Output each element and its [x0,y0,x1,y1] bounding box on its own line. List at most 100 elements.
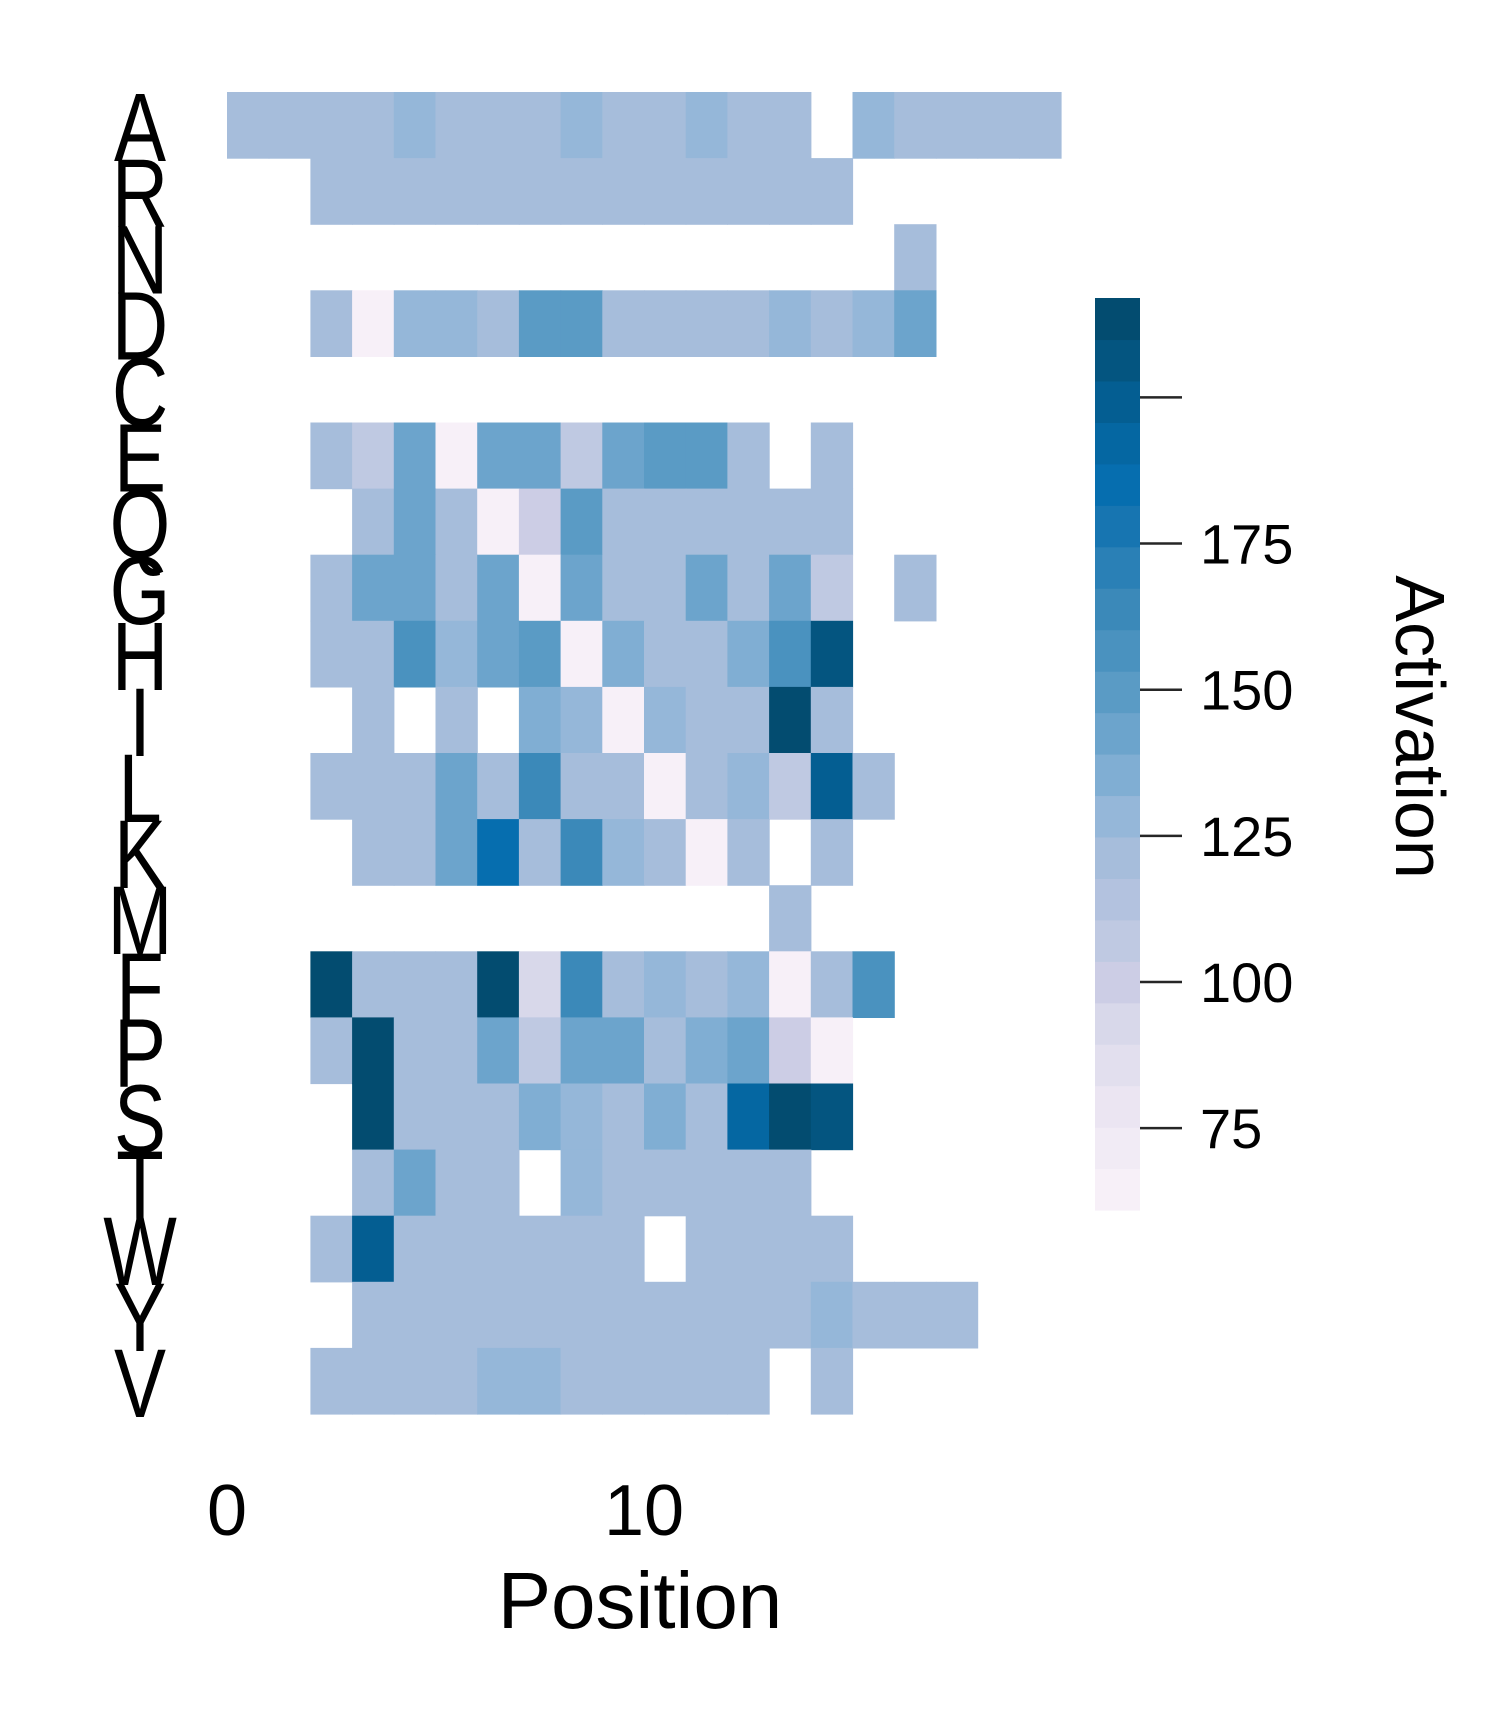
heatmap-cell-r-3 [352,158,395,225]
heatmap-cell-a-6 [477,92,520,159]
heatmap-cell-d-3 [352,290,395,357]
heatmap-cell-w-7 [518,1215,562,1283]
heatmap-cell-e-8 [560,422,603,490]
heatmap-cell-l-15 [852,753,895,820]
heatmap-cell-r-2 [310,158,353,225]
heatmap-cell-s-5 [435,1083,478,1151]
heatmap-cell-d-2 [310,290,353,357]
colorbar-segment [1095,1044,1140,1087]
heatmap-cell-h-10 [644,620,687,688]
heatmap-cell-y-16 [894,1281,937,1349]
heatmap-cell-q-10 [644,488,687,556]
heatmap-cell-a-18 [977,92,1020,159]
heatmap-cell-h-5 [435,620,478,688]
heatmap-cell-g-14 [810,554,854,622]
heatmap-cell-s-8 [560,1083,603,1151]
heatmap-cell-k-5 [435,819,478,886]
heatmap-cell-h-14 [810,620,854,688]
heatmap-cell-r-12 [727,158,770,225]
heatmap-cell-s-14 [810,1083,854,1151]
heatmap-cell-d-16 [894,290,937,357]
colorbar-segment [1095,463,1140,506]
heatmap-cell-w-6 [477,1215,520,1283]
heatmap-cell-a-5 [435,92,478,159]
heatmap-cell-a-10 [644,92,687,159]
heatmap-cell-v-14 [810,1347,854,1415]
heatmap-cell-d-14 [810,290,854,357]
heatmap-cell-e-4 [393,422,437,490]
heatmap-cell-p-9 [602,1017,645,1085]
heatmap-cell-p-2 [310,1017,353,1085]
heatmap-cell-h-2 [310,620,353,688]
heatmap-cell-e-2 [310,422,353,490]
heatmap-cell-r-4 [393,158,437,225]
colorbar-segment [1095,339,1140,382]
heatmap-cell-t-6 [477,1149,520,1217]
heatmap-cell-d-13 [769,290,812,357]
row-label-w: W [103,1196,177,1305]
heatmap-cell-g-10 [644,554,687,622]
heatmap-cell-d-10 [644,290,687,357]
heatmap-cell-r-11 [685,158,728,225]
heatmap-cell-f-15 [852,951,895,1018]
heatmap-cell-t-9 [602,1149,645,1217]
heatmap-cell-a-4 [393,92,437,159]
row-label-k: K [114,800,166,909]
row-label-g: G [110,535,171,644]
heatmap-cell-p-4 [393,1017,437,1085]
heatmap-cell-g-3 [352,554,395,622]
row-label-m: M [108,866,173,975]
heatmap-cell-r-10 [644,158,687,225]
colorbar-segment [1095,588,1140,631]
colorbar-segment [1095,795,1140,838]
heatmap-cell-k-14 [810,819,854,886]
heatmap-cell-g-13 [769,554,812,622]
heatmap-cell-e-14 [810,422,854,490]
heatmap-cell-w-3 [352,1215,395,1283]
heatmap-cell-a-11 [685,92,728,159]
x-axis-label: Position [498,1556,783,1645]
row-label-v: V [114,1329,166,1438]
heatmap-cell-w-9 [602,1215,645,1283]
heatmap-cell-a-17 [935,92,979,159]
colorbar-segment [1095,754,1140,797]
x-tick-labels: 0 10 [207,1471,684,1551]
heatmap-cell-f-7 [518,951,562,1018]
heatmap-cell-s-10 [644,1083,687,1151]
heatmap-cell-q-13 [769,488,812,556]
heatmap-cell-r-7 [518,158,562,225]
heatmap-cell-i-7 [518,686,562,754]
heatmap-cell-l-5 [435,753,478,820]
heatmap-cell-f-4 [393,951,437,1018]
row-label-r: R [112,139,168,248]
heatmap-cell-t-5 [435,1149,478,1217]
heatmap-cell-k-10 [644,819,687,886]
heatmap-cell-r-5 [435,158,478,225]
heatmap-cell-l-14 [810,753,854,820]
heatmap-cell-h-6 [477,620,520,688]
heatmap-cell-d-11 [685,290,728,357]
heatmap-cell-y-3 [352,1281,395,1349]
heatmap-cell-f-13 [769,951,812,1018]
heatmap-cell-t-8 [560,1149,603,1217]
heatmap-cell-e-12 [727,422,770,490]
colorbar-segment [1095,629,1140,672]
heatmap-cell-g-2 [310,554,353,622]
heatmap-cell-k-9 [602,819,645,886]
colorbar-segment [1095,671,1140,714]
heatmap-cell-m-13 [769,885,812,952]
heatmap-cell-l-12 [727,753,770,820]
heatmap-cell-s-7 [518,1083,562,1151]
heatmap-cell-l-13 [769,753,812,820]
heatmap-cell-y-4 [393,1281,437,1349]
heatmap-cell-d-15 [852,290,895,357]
x-tick-label-0: 0 [207,1471,247,1551]
heatmap-cell-l-10 [644,753,687,820]
colorbar-segment [1095,1127,1140,1170]
heatmap-cell-p-3 [352,1017,395,1085]
heatmap-cell-l-7 [518,753,562,820]
heatmap-cell-a-1 [268,92,311,159]
heatmap-cell-q-8 [560,488,603,556]
heatmap-cell-t-11 [685,1149,728,1217]
heatmap-cell-h-4 [393,620,437,688]
